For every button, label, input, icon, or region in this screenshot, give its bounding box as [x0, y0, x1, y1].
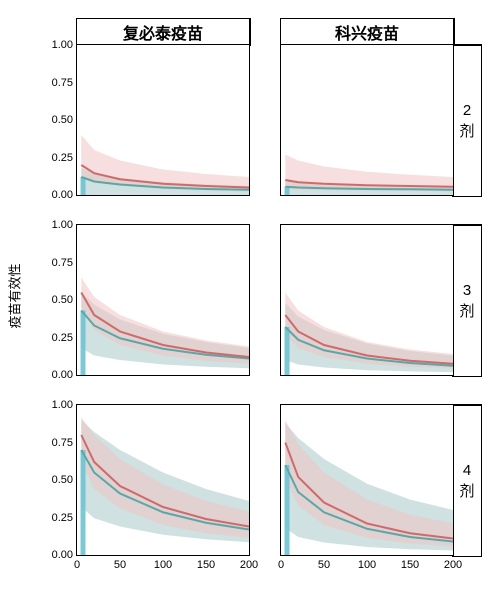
red-line [285, 443, 453, 539]
column-header: 复必泰疫苗 [76, 18, 251, 46]
y-tick-label: 1.00 [52, 399, 73, 411]
teal-ci-band [81, 293, 249, 369]
plot-svg [281, 405, 453, 555]
y-tick-label: 1.00 [52, 39, 73, 51]
red-line [81, 293, 249, 358]
teal-bar [285, 327, 290, 375]
teal-bar [81, 177, 86, 195]
row-label: 3剂 [452, 224, 482, 377]
red-line [285, 180, 453, 187]
chart-panel: 0.000.250.500.751.00 [76, 224, 250, 376]
red-line [81, 165, 249, 188]
vaccine-efficacy-figure: 疫苗有效性 复必泰疫苗科兴疫苗2剂3剂4剂0.000.250.500.751.0… [0, 0, 500, 592]
red-ci-band [285, 293, 453, 369]
teal-line [81, 450, 249, 530]
y-tick-label: 0.00 [52, 189, 73, 201]
y-tick-label: 1.00 [52, 219, 73, 231]
teal-line [285, 327, 453, 366]
teal-bar [285, 465, 290, 555]
y-tick-label: 0.50 [52, 474, 73, 486]
chart-panel: 0.000.250.500.751.00050100150200 [76, 404, 250, 556]
red-line [285, 315, 453, 364]
teal-ci-band [81, 420, 249, 542]
red-ci-band [285, 420, 453, 546]
red-line [81, 435, 249, 527]
teal-line [81, 311, 249, 359]
plot-svg [281, 45, 453, 195]
y-tick-label: 0.50 [52, 114, 73, 126]
teal-ci-band [285, 181, 453, 195]
x-tick-label: 150 [401, 559, 419, 571]
y-tick-label: 0.25 [52, 152, 73, 164]
plot-svg [77, 45, 249, 195]
row-label: 4剂 [452, 404, 482, 557]
teal-bar [81, 311, 86, 376]
plot-svg [281, 225, 453, 375]
teal-line [81, 177, 249, 190]
plot-svg [77, 225, 249, 375]
x-tick-label: 100 [358, 559, 376, 571]
x-tick-label: 0 [74, 559, 80, 571]
red-ci-band [81, 417, 249, 538]
row-label: 2剂 [452, 44, 482, 197]
teal-bar [81, 450, 86, 555]
teal-bar [285, 187, 290, 195]
y-tick-label: 0.75 [52, 437, 73, 449]
plot-svg [77, 405, 249, 555]
y-tick-label: 0.00 [52, 369, 73, 381]
x-tick-label: 0 [278, 559, 284, 571]
y-tick-label: 0.25 [52, 512, 73, 524]
teal-line [285, 465, 453, 542]
red-ci-band [81, 278, 249, 364]
x-tick-label: 200 [444, 559, 462, 571]
x-tick-label: 150 [197, 559, 215, 571]
teal-line [285, 187, 453, 190]
x-tick-label: 100 [154, 559, 172, 571]
chart-panel [280, 224, 454, 376]
chart-panel: 0.000.250.500.751.00 [76, 44, 250, 196]
teal-ci-band [285, 423, 453, 551]
y-tick-label: 0.75 [52, 77, 73, 89]
y-tick-label: 0.00 [52, 549, 73, 561]
red-ci-band [285, 155, 453, 192]
y-tick-label: 0.75 [52, 257, 73, 269]
x-tick-label: 200 [240, 559, 258, 571]
y-tick-label: 0.25 [52, 332, 73, 344]
teal-ci-band [285, 303, 453, 372]
chart-panel: 050100150200 [280, 404, 454, 556]
x-tick-label: 50 [114, 559, 126, 571]
y-tick-label: 0.50 [52, 294, 73, 306]
chart-panel [280, 44, 454, 196]
y-axis-label: 疫苗有效性 [5, 263, 24, 328]
red-ci-band [81, 135, 249, 191]
column-header: 科兴疫苗 [280, 18, 455, 46]
x-tick-label: 50 [318, 559, 330, 571]
teal-ci-band [81, 168, 249, 195]
